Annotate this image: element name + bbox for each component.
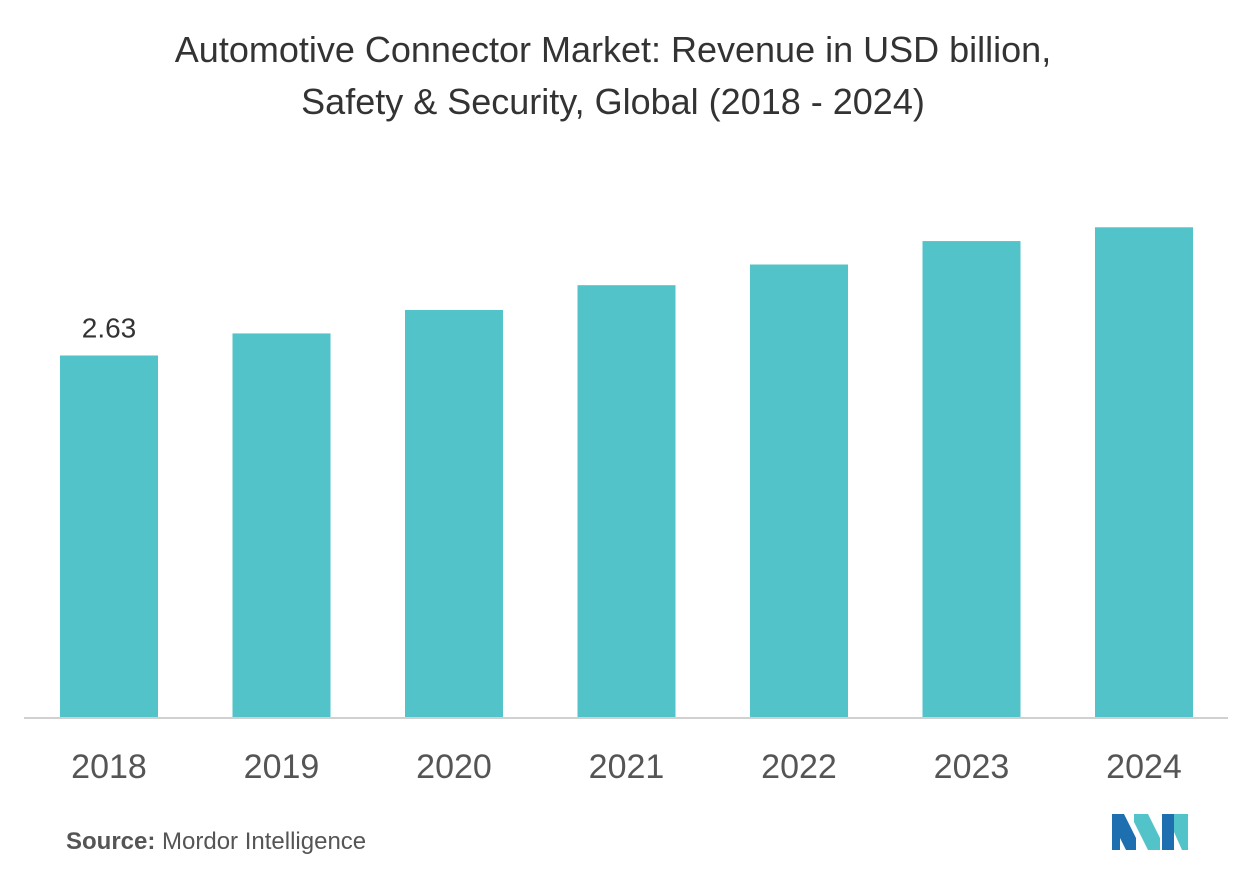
bar-2023 xyxy=(922,241,1021,718)
bar-2021 xyxy=(577,285,676,718)
x-tick-label-2019: 2019 xyxy=(244,748,320,786)
logo-shape-accent xyxy=(1174,814,1188,850)
chart-title-line1: Automotive Connector Market: Revenue in … xyxy=(174,29,1052,70)
labels-group: 2018 2.63 2019 2020 2021 2022 2023 2024 xyxy=(71,312,1182,786)
x-tick-label-2022: 2022 xyxy=(761,748,837,786)
mordor-intelligence-logo-icon xyxy=(1112,814,1188,850)
bar-chart: 2018 2.63 2019 2020 2021 2022 2023 2024 xyxy=(24,227,1228,786)
x-tick-label-2020: 2020 xyxy=(416,748,492,786)
chart-subtitle: Safety & Security, Global (2018 - 2024) xyxy=(301,81,925,122)
bar-2018 xyxy=(60,355,158,718)
data-label-2018: 2.63 xyxy=(82,312,137,343)
logo-shape-middle xyxy=(1134,814,1160,850)
logo-shape-right xyxy=(1162,814,1174,850)
bar-2020 xyxy=(405,310,503,718)
x-tick-label-2021: 2021 xyxy=(589,748,665,786)
chart-title: Automotive Connector Market: Revenue in … xyxy=(0,24,1226,128)
source-text: Mordor Intelligence xyxy=(162,828,367,855)
x-tick-label-2024: 2024 xyxy=(1106,748,1182,786)
bar-2022 xyxy=(750,264,848,718)
bar-2019 xyxy=(232,333,331,718)
x-tick-label-2018: 2018 xyxy=(71,748,147,786)
source-label: Source: xyxy=(66,828,156,855)
x-tick-label-2023: 2023 xyxy=(934,748,1010,786)
bars-group xyxy=(60,227,1193,718)
bar-2024 xyxy=(1095,227,1193,718)
source-note: Source: Mordor Intelligence xyxy=(66,828,366,856)
logo-shape-left xyxy=(1112,814,1136,850)
